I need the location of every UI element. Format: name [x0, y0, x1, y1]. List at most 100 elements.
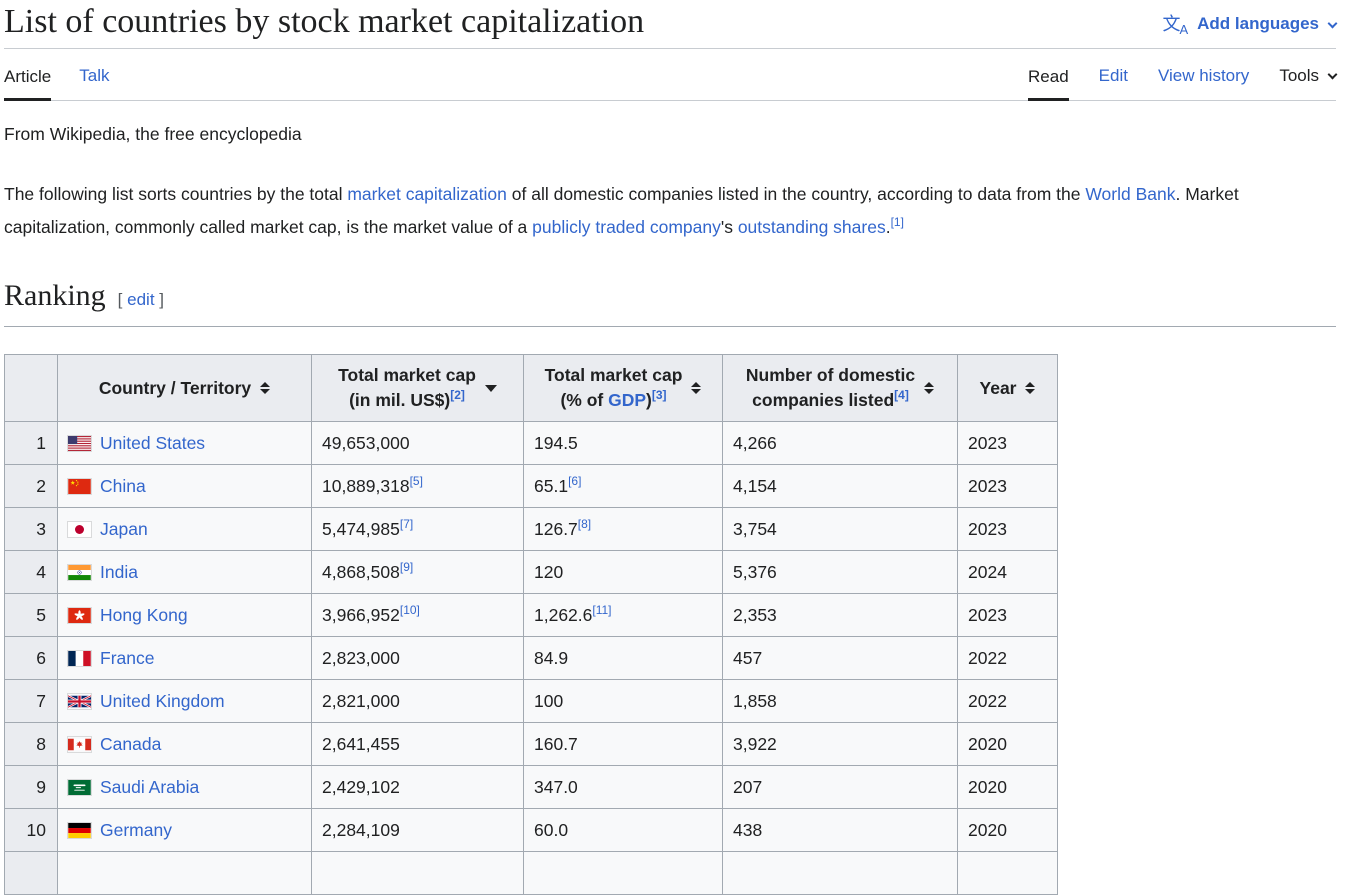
country-link[interactable]: Japan — [100, 518, 148, 539]
table-header-row: Country / Territory Total market cap (in m… — [4, 354, 1058, 422]
country-cell: China — [57, 464, 312, 508]
column-header-total-market-cap[interactable]: Total market cap (in mil. US$)[2] — [311, 354, 524, 422]
year-cell: 2023 — [957, 464, 1058, 508]
country-link[interactable]: United States — [100, 432, 206, 453]
flag-icon-india — [68, 564, 91, 580]
intro-link[interactable]: publicly traded company — [532, 217, 721, 237]
flag-icon-united-kingdom — [68, 694, 91, 709]
country-link[interactable]: United Kingdom — [100, 690, 225, 711]
intro-link[interactable]: outstanding shares — [737, 217, 886, 237]
flag-icon-japan — [68, 521, 91, 537]
add-languages-button[interactable]: 文A Add languages — [1162, 10, 1338, 37]
flag-icon-united-states — [68, 435, 91, 451]
column-header-year[interactable]: Year — [957, 354, 1058, 422]
sort-icon — [924, 382, 935, 394]
flag-icon-saudi-arabia — [68, 779, 91, 795]
table-row: 4 India 4,868,508[9] 120 5,376 2024 — [4, 550, 1058, 594]
table-row: 7 United Kingdom 2,821,000 100 1,858 2022 — [4, 679, 1058, 723]
intro-link[interactable]: market capitalization — [347, 184, 507, 204]
sort-descending-icon — [484, 384, 497, 392]
sort-icon — [1025, 382, 1036, 394]
country-link[interactable]: China — [100, 475, 146, 496]
page-title: List of countries by stock market capita… — [4, 3, 645, 40]
column-header-total-market-cap[interactable]: Total market cap (% of GDP)[3] — [523, 354, 723, 422]
ref-link[interactable]: [5] — [409, 473, 423, 488]
header-link-gdp[interactable]: GDP — [608, 390, 647, 410]
reference-marker: [6] — [568, 474, 581, 488]
section-heading-row: Ranking [ edit ] — [4, 279, 1336, 327]
table-row: 5 Hong Kong 3,966,952[10] 1,262.6[11] 2,353 2… — [4, 593, 1058, 637]
flag-icon-canada — [68, 737, 91, 752]
country-link[interactable]: Hong Kong — [100, 604, 188, 625]
ref-link[interactable]: [3] — [651, 388, 667, 403]
ref-link[interactable]: [8] — [577, 516, 592, 531]
companies-cell: 1,858 — [722, 679, 958, 723]
table-row: 9 Saudi Arabia 2,429,102 347.0 207 2020 — [4, 765, 1058, 809]
country-link[interactable]: Saudi Arabia — [100, 776, 200, 797]
tab-read[interactable]: Read — [1028, 67, 1069, 101]
column-header-label: Total market cap (% of GDP)[3] — [544, 365, 683, 410]
flag-icon-hong-kong — [68, 607, 91, 623]
country-link[interactable]: France — [100, 647, 155, 668]
flag-icon-china — [68, 478, 91, 494]
country-cell: Japan — [57, 507, 312, 551]
ref-link[interactable]: [6] — [568, 473, 582, 488]
tab-edit[interactable]: Edit — [1098, 66, 1128, 85]
ref-link[interactable]: [10] — [399, 602, 420, 617]
companies-cell: 2,353 — [722, 593, 958, 637]
gdp-percent-cell: 160.7 — [523, 722, 723, 766]
ref-link[interactable]: [7] — [399, 516, 414, 531]
country-link[interactable]: Canada — [100, 733, 162, 754]
market-cap-cell: 2,284,109 — [311, 808, 524, 852]
ref-link[interactable]: [9] — [399, 559, 414, 574]
table-row: 3 Japan 5,474,985[7] 126.7[8] 3,754 2023 — [4, 507, 1058, 551]
ref-link[interactable]: [2] — [450, 388, 465, 403]
country-link[interactable]: India — [100, 561, 138, 582]
ref-link[interactable]: [1] — [890, 215, 904, 230]
add-languages-label: Add languages — [1197, 13, 1319, 33]
table-row: 1 United States 49,653,000 194.5 4,266 2023 — [4, 421, 1058, 465]
country-link[interactable]: Germany — [100, 819, 172, 840]
country-cell: Saudi Arabia — [57, 765, 312, 809]
rank-cell: 2 — [4, 464, 58, 508]
year-cell: 2023 — [957, 593, 1058, 637]
ranking-table: Country / Territory Total market cap (in m… — [4, 354, 1058, 895]
tab-talk[interactable]: Talk — [79, 66, 110, 85]
ref-link[interactable]: [11] — [592, 602, 612, 617]
country-cell: France — [57, 636, 312, 680]
year-cell: 2020 — [957, 808, 1058, 852]
table-row: 8 Canada 2,641,455 160.7 3,922 2020 — [4, 722, 1058, 766]
companies-cell: 457 — [722, 636, 958, 680]
market-cap-cell: 2,823,000 — [311, 636, 524, 680]
reference-marker: [2] — [450, 388, 465, 402]
reference-marker: [5] — [410, 474, 423, 488]
tab-tools[interactable]: Tools — [1279, 66, 1338, 100]
gdp-percent-cell: 84.9 — [523, 636, 723, 680]
column-header-number-of-domestic[interactable]: Number of domestic companies listed[4] — [722, 354, 958, 422]
site-subtitle: From Wikipedia, the free encyclopedia — [4, 124, 302, 144]
rank-cell: 3 — [4, 507, 58, 551]
year-cell: 2023 — [957, 421, 1058, 465]
chevron-down-icon — [1327, 18, 1338, 29]
reference-marker: [4] — [894, 388, 909, 402]
edit-section-link[interactable]: edit — [127, 290, 155, 309]
reference-marker: [11] — [592, 603, 611, 617]
tab-article[interactable]: Article — [4, 67, 52, 101]
language-icon: 文A — [1162, 14, 1189, 37]
country-cell: United States — [57, 421, 312, 465]
sort-icon — [691, 382, 702, 394]
companies-cell — [722, 851, 958, 895]
flag-icon-germany — [68, 822, 91, 838]
table-body: 1 United States 49,653,000 194.5 4,266 2023 2 C… — [4, 421, 1058, 895]
tab-view-history[interactable]: View history — [1157, 66, 1250, 85]
tab-bar: Article Talk Read Edit View history Tools — [4, 49, 1338, 101]
column-header-country-/-territory[interactable]: Country / Territory — [57, 354, 312, 422]
ref-link[interactable]: [4] — [894, 388, 909, 403]
companies-cell: 438 — [722, 808, 958, 852]
rank-cell — [4, 851, 58, 895]
intro-link[interactable]: World Bank — [1085, 184, 1176, 204]
gdp-percent-cell: 60.0 — [523, 808, 723, 852]
gdp-percent-cell: 194.5 — [523, 421, 723, 465]
country-cell: United Kingdom — [57, 679, 312, 723]
